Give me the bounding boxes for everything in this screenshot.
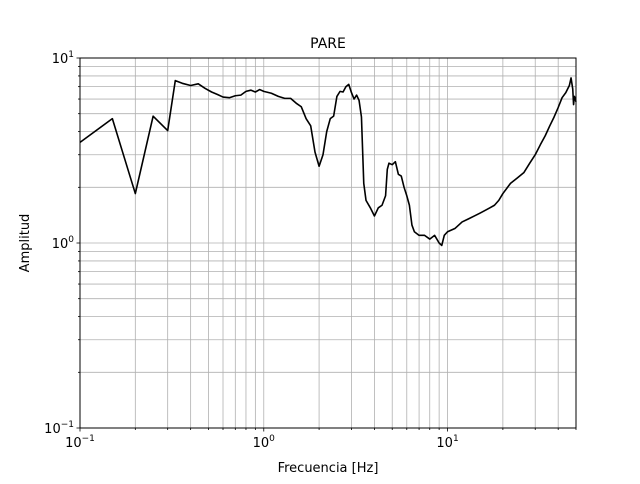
axis-ticks: 10−1 100 101 10−1 100 101 — [44, 50, 577, 451]
y-tick-label: 10−1 — [44, 420, 74, 437]
x-axis-label: Frecuencia [Hz] — [278, 461, 379, 476]
series-layer — [79, 77, 577, 247]
amplitude-series-line — [79, 77, 577, 247]
x-tick-label: 10−1 — [65, 434, 95, 451]
grid-lines — [79, 57, 577, 429]
y-tick-label: 101 — [52, 50, 74, 67]
chart-title: PARE — [310, 36, 346, 52]
x-tick-label: 100 — [253, 434, 276, 451]
y-tick-label: 100 — [52, 235, 75, 252]
y-axis-label: Amplitud — [18, 214, 33, 273]
x-tick-label: 101 — [436, 434, 458, 451]
